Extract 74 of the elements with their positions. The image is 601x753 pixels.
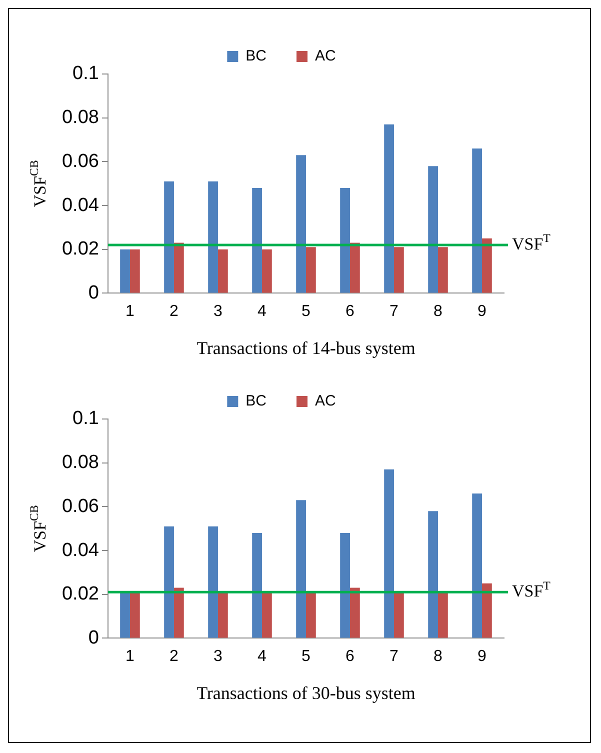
bar [438, 247, 448, 293]
x-tick-label: 5 [302, 648, 311, 666]
x-tick-label: 7 [390, 648, 399, 666]
x-tick-label: 4 [258, 648, 267, 666]
bar [208, 526, 218, 638]
bar [120, 592, 130, 638]
x-tick-label: 8 [434, 648, 443, 666]
bar [384, 469, 394, 638]
bar [120, 249, 130, 293]
bar [472, 148, 482, 293]
bar [174, 588, 184, 638]
x-tick-label: 9 [478, 648, 487, 666]
y-tick-label: 0 [88, 282, 99, 304]
bar [394, 592, 404, 638]
bar [350, 242, 360, 293]
x-tick-label: 2 [170, 303, 179, 320]
bar [472, 494, 482, 638]
bar [306, 247, 316, 293]
bar [252, 532, 262, 638]
bar [174, 242, 184, 293]
bar [218, 592, 228, 638]
bar [340, 188, 350, 293]
x-tick-label: 3 [214, 303, 223, 320]
x-axis-title: Transactions of 14-bus system [196, 338, 416, 358]
x-tick-label: 1 [126, 648, 135, 666]
bar [350, 588, 360, 638]
y-tick-label: 0.06 [62, 496, 99, 517]
y-tick-label: 0.04 [62, 194, 100, 216]
bar [252, 188, 262, 293]
bar [438, 592, 448, 638]
y-tick-label: 0.08 [62, 107, 99, 128]
y-tick-label: 0.1 [72, 408, 99, 430]
x-tick-label: 1 [126, 303, 135, 320]
bar [384, 124, 394, 293]
legend-label: AC [315, 48, 336, 65]
bar [482, 238, 492, 293]
bar [164, 181, 174, 293]
bar [262, 592, 272, 638]
x-axis-title: Transactions of 30-bus system [196, 682, 416, 703]
x-tick-label: 7 [390, 303, 399, 320]
y-tick-label: 0.08 [62, 452, 99, 474]
y-tick-label: 0.04 [62, 540, 100, 561]
y-tick-label: 0.02 [62, 584, 99, 605]
bar [218, 249, 228, 293]
bar [340, 532, 350, 638]
y-tick-label: 0 [88, 627, 99, 648]
x-tick-label: 8 [434, 303, 443, 320]
x-tick-label: 3 [214, 648, 223, 666]
bar [428, 166, 438, 293]
bar [296, 155, 306, 293]
bar [164, 526, 174, 638]
legend-label: BC [246, 392, 267, 410]
bar [428, 511, 438, 638]
y-tick-label: 0.1 [72, 63, 99, 84]
x-tick-label: 6 [346, 648, 355, 666]
x-tick-label: 4 [258, 303, 267, 320]
x-tick-label: 2 [170, 648, 179, 666]
bar [306, 592, 316, 638]
bar [208, 181, 218, 293]
legend-label: BC [246, 48, 267, 65]
bar [296, 500, 306, 638]
bar [394, 247, 404, 293]
legend-label: AC [315, 392, 336, 410]
y-tick-label: 0.02 [62, 238, 99, 260]
x-tick-label: 5 [302, 303, 311, 320]
y-axis-title: VSFCB [27, 160, 50, 208]
bar [130, 592, 140, 638]
bar [482, 583, 492, 638]
bar [130, 249, 140, 293]
x-tick-label: 9 [478, 303, 487, 320]
bar [262, 249, 272, 293]
x-tick-label: 6 [346, 303, 355, 320]
y-axis-title: VSFCB [27, 505, 50, 552]
y-tick-label: 0.06 [62, 150, 99, 172]
